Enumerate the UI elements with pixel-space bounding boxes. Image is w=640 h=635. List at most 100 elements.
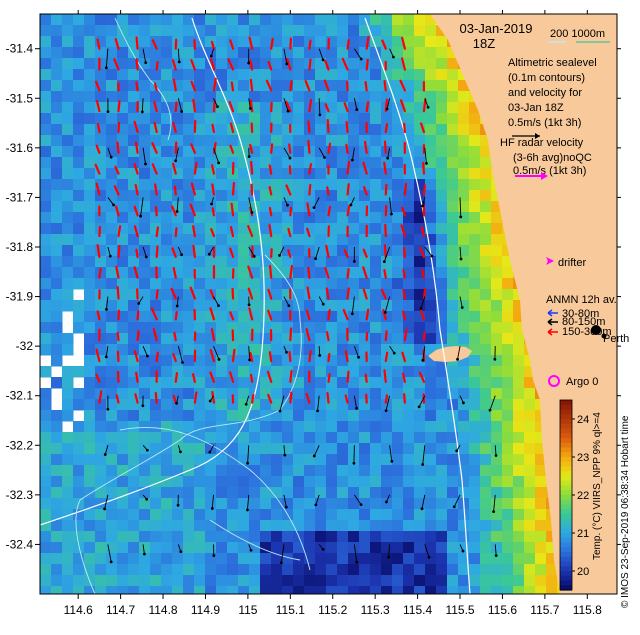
sst-cell bbox=[139, 102, 151, 114]
sst-cell bbox=[403, 476, 415, 488]
hf-vector bbox=[137, 37, 138, 48]
sst-cell bbox=[62, 58, 74, 70]
sst-cell bbox=[436, 509, 448, 521]
altimetry-vector-head bbox=[106, 408, 109, 411]
sst-cell bbox=[183, 300, 195, 312]
sst-cell bbox=[73, 476, 85, 488]
sst-cell bbox=[315, 234, 327, 246]
sst-cell bbox=[249, 575, 261, 587]
altimetry-vector-head bbox=[181, 361, 184, 364]
sst-cell bbox=[315, 366, 327, 378]
sst-cell bbox=[315, 432, 327, 444]
altimetry-vector-head bbox=[105, 308, 108, 311]
sst-cell bbox=[491, 278, 503, 290]
sst-cell bbox=[260, 520, 272, 532]
sst-cell bbox=[40, 322, 52, 334]
hf-vector bbox=[348, 288, 349, 298]
sst-cell bbox=[447, 146, 459, 158]
hf-vector bbox=[348, 162, 349, 174]
altimetry-vector-head bbox=[386, 157, 389, 160]
sst-cell bbox=[293, 575, 305, 587]
sst-cell bbox=[84, 366, 96, 378]
sst-cell bbox=[513, 344, 525, 356]
sst-cell bbox=[51, 410, 63, 422]
sst-cell bbox=[513, 377, 525, 389]
sst-cell bbox=[359, 487, 371, 499]
sst-cell bbox=[425, 36, 437, 48]
sst-cell bbox=[436, 146, 448, 158]
sst-cell bbox=[524, 421, 536, 433]
sst-cell bbox=[128, 135, 140, 147]
sst-cell bbox=[161, 542, 173, 554]
sst-cell bbox=[139, 113, 151, 125]
sst-cell bbox=[205, 322, 217, 334]
sst-cell bbox=[271, 256, 283, 268]
sst-cell bbox=[447, 465, 459, 477]
sst-cell bbox=[40, 25, 52, 37]
sst-cell bbox=[40, 47, 52, 59]
colorbar-segment bbox=[560, 419, 572, 424]
sst-cell bbox=[238, 465, 250, 477]
sst-cell bbox=[62, 278, 74, 290]
sst-cell bbox=[249, 113, 261, 125]
sst-cell bbox=[293, 102, 305, 114]
sst-cell bbox=[513, 366, 525, 378]
altimetry-vector-head bbox=[322, 58, 325, 61]
sst-cell bbox=[315, 454, 327, 466]
sst-cell bbox=[524, 476, 536, 488]
sst-cell bbox=[315, 300, 327, 312]
sst-cell bbox=[40, 454, 52, 466]
hf-vector bbox=[157, 353, 158, 361]
hf-vector bbox=[270, 352, 271, 361]
sst-cell bbox=[161, 179, 173, 191]
sst-cell bbox=[436, 399, 448, 411]
sst-cell bbox=[194, 179, 206, 191]
sst-cell bbox=[62, 190, 74, 202]
sst-cell bbox=[513, 410, 525, 422]
sst-cell bbox=[73, 399, 85, 411]
altimetry-vector-head bbox=[216, 105, 219, 108]
sst-cell bbox=[326, 135, 338, 147]
sst-cell bbox=[535, 575, 547, 587]
sst-cell bbox=[359, 465, 371, 477]
sst-cell bbox=[326, 421, 338, 433]
sst-cell bbox=[381, 586, 393, 598]
sst-cell bbox=[271, 14, 283, 26]
sst-cell bbox=[414, 586, 426, 598]
sst-cell bbox=[282, 421, 294, 433]
sst-cell bbox=[491, 575, 503, 587]
sst-cell bbox=[40, 542, 52, 554]
sst-cell bbox=[370, 146, 382, 158]
sst-cell bbox=[128, 432, 140, 444]
sst-cell bbox=[447, 234, 459, 246]
sst-cell bbox=[150, 410, 162, 422]
sst-cell bbox=[458, 245, 470, 257]
sst-cell bbox=[51, 476, 63, 488]
sst-cell bbox=[458, 135, 470, 147]
sst-cell bbox=[326, 377, 338, 389]
sst-cell bbox=[40, 509, 52, 521]
sst-cell bbox=[370, 410, 382, 422]
sst-cell bbox=[293, 135, 305, 147]
sst-cell bbox=[524, 531, 536, 543]
altimetry-vector-head bbox=[287, 110, 290, 113]
sst-cell bbox=[436, 80, 448, 92]
sst-cell bbox=[238, 201, 250, 213]
sst-cell bbox=[403, 498, 415, 510]
sst-cell bbox=[469, 278, 481, 290]
sst-cell bbox=[469, 465, 481, 477]
sst-cell bbox=[183, 575, 195, 587]
sst-cell bbox=[359, 256, 371, 268]
sst-cell bbox=[513, 432, 525, 444]
sst-cell bbox=[73, 454, 85, 466]
sst-cell bbox=[139, 421, 151, 433]
sst-cell bbox=[315, 465, 327, 477]
sst-cell bbox=[271, 179, 283, 191]
x-tick-label: 115.7 bbox=[530, 603, 559, 617]
sst-cell bbox=[469, 344, 481, 356]
sst-cell bbox=[194, 146, 206, 158]
sst-cell bbox=[172, 520, 184, 532]
sst-cell bbox=[216, 289, 228, 301]
sst-cell bbox=[414, 91, 426, 103]
